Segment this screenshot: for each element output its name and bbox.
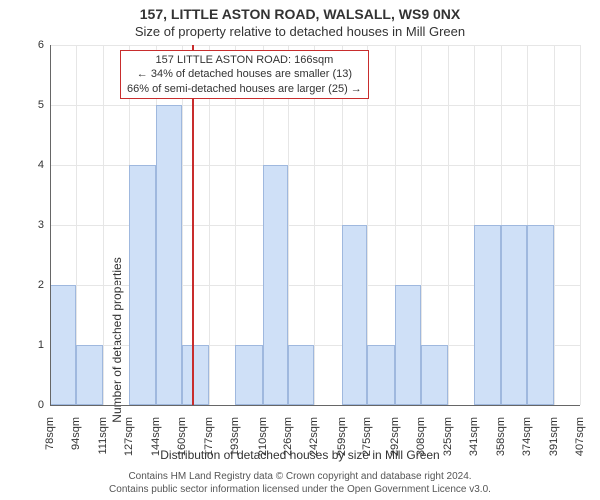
attribution-line2: Contains public sector information licen… — [109, 484, 491, 495]
plot-area: 012345678sqm94sqm111sqm127sqm144sqm160sq… — [50, 45, 580, 405]
histogram-bar — [474, 225, 501, 405]
histogram-bar — [76, 345, 103, 405]
histogram-bar — [235, 345, 262, 405]
histogram-bar — [50, 285, 76, 405]
annotation-line2: ← 34% of detached houses are smaller (13… — [127, 67, 362, 81]
y-axis-line — [50, 45, 51, 405]
histogram-chart: 012345678sqm94sqm111sqm127sqm144sqm160sq… — [50, 45, 580, 405]
y-tick-label: 4 — [26, 159, 44, 171]
y-tick-label: 2 — [26, 279, 44, 291]
histogram-bar — [527, 225, 554, 405]
y-tick-label: 6 — [26, 39, 44, 51]
histogram-bar — [156, 105, 182, 405]
reference-line — [192, 45, 194, 405]
histogram-bar — [182, 345, 209, 405]
gridline-v — [448, 45, 449, 405]
x-axis-label: Distribution of detached houses by size … — [0, 448, 600, 462]
histogram-bar — [421, 345, 448, 405]
y-tick-label: 0 — [26, 399, 44, 411]
annotation-box: 157 LITTLE ASTON ROAD: 166sqm← 34% of de… — [120, 50, 369, 99]
histogram-bar — [129, 165, 156, 405]
y-tick-label: 5 — [26, 99, 44, 111]
histogram-bar — [367, 345, 394, 405]
histogram-bar — [288, 345, 314, 405]
attribution-text: Contains HM Land Registry data © Crown c… — [0, 471, 600, 496]
annotation-line1: 157 LITTLE ASTON ROAD: 166sqm — [127, 53, 362, 67]
page-title: 157, LITTLE ASTON ROAD, WALSALL, WS9 0NX — [0, 6, 600, 22]
y-tick-label: 3 — [26, 219, 44, 231]
gridline-v — [314, 45, 315, 405]
gridline-v — [580, 45, 581, 405]
histogram-bar — [342, 225, 368, 405]
histogram-bar — [501, 225, 527, 405]
gridline-v — [554, 45, 555, 405]
histogram-bar — [263, 165, 289, 405]
page-subtitle: Size of property relative to detached ho… — [0, 24, 600, 39]
gridline-v — [103, 45, 104, 405]
x-axis-line — [50, 405, 580, 406]
gridline-v — [209, 45, 210, 405]
annotation-line3: 66% of semi-detached houses are larger (… — [127, 82, 362, 96]
y-tick-label: 1 — [26, 339, 44, 351]
histogram-bar — [395, 285, 421, 405]
attribution-line1: Contains HM Land Registry data © Crown c… — [128, 471, 471, 482]
